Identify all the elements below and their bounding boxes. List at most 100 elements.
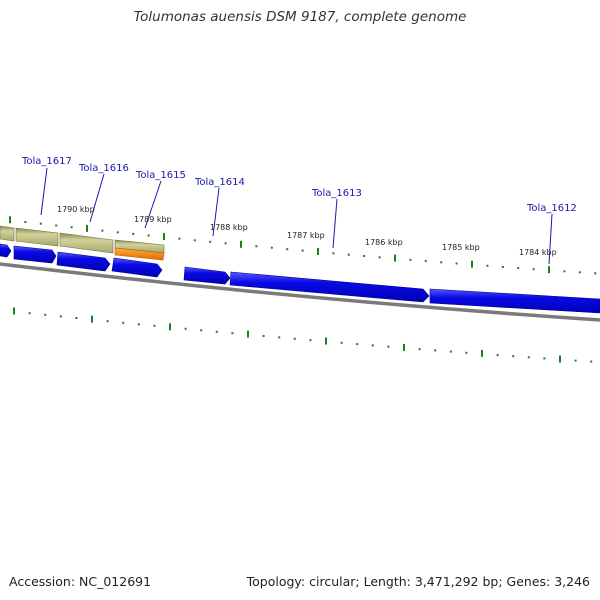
outer-minor-tick: [347, 253, 350, 256]
inner-minor-tick: [434, 349, 437, 352]
genome-backbone: [0, 262, 600, 322]
inner-tick-row: [13, 307, 593, 363]
kbp-label-1784: 1784 kbp: [519, 248, 557, 257]
inner-minor-tick: [356, 343, 359, 346]
outer-tick-row: [9, 216, 597, 275]
outer-minor-tick: [116, 231, 119, 234]
inner-major-tick: [481, 349, 483, 357]
inner-minor-tick: [59, 315, 62, 318]
outer-minor-tick: [193, 239, 196, 242]
inner-minor-tick: [122, 321, 125, 324]
inner-major-tick: [91, 315, 93, 323]
outer-minor-tick: [286, 248, 289, 251]
gene-line-tola-1617: [40, 167, 48, 216]
inner-minor-tick: [527, 356, 530, 359]
gene-line-tola-1613: [332, 198, 338, 249]
feature-band-segment-3: [59, 232, 114, 254]
outer-minor-tick: [301, 249, 304, 252]
inner-major-tick: [169, 323, 171, 331]
outer-minor-tick: [594, 272, 597, 275]
cds-track: [0, 243, 600, 314]
inner-minor-tick: [496, 354, 499, 357]
inner-minor-tick: [137, 323, 140, 326]
kbp-labels: 1790 kbp 1789 kbp 1788 kbp 1787 kbp 1786…: [57, 205, 557, 257]
feature-band: [0, 225, 165, 261]
feature-band-segment-1: [0, 225, 15, 242]
inner-major-tick: [13, 307, 15, 315]
outer-minor-tick: [563, 270, 566, 273]
outer-minor-tick: [270, 246, 273, 249]
feature-band-segment-2: [15, 227, 59, 247]
outer-minor-tick: [455, 262, 458, 265]
outer-minor-tick: [178, 237, 181, 240]
gene-line-tola-1614: [212, 187, 220, 237]
inner-minor-tick: [590, 360, 593, 363]
kbp-label-1788: 1788 kbp: [210, 223, 248, 232]
inner-minor-tick: [200, 329, 203, 332]
inner-minor-tick: [543, 357, 546, 360]
outer-major-tick: [548, 266, 550, 274]
outer-minor-tick: [409, 258, 412, 261]
inner-minor-tick: [309, 339, 312, 342]
outer-minor-tick: [39, 222, 42, 225]
outer-minor-tick: [55, 224, 58, 227]
cds-arrow-3: [56, 251, 111, 272]
genome-stats-text: Topology: circular; Length: 3,471,292 bp…: [246, 574, 590, 589]
outer-major-tick: [163, 233, 165, 241]
gene-line-tola-1612: [548, 213, 553, 265]
gene-label-lines: [40, 167, 553, 265]
outer-minor-tick: [424, 260, 427, 263]
cds-arrow-1: [0, 243, 12, 258]
gene-line-tola-1616: [89, 173, 105, 223]
inner-minor-tick: [293, 337, 296, 340]
cds-arrow-7: [429, 288, 600, 314]
gene-label-tola-1612: Tola_1612: [526, 203, 577, 214]
outer-minor-tick: [70, 226, 73, 229]
inner-minor-tick: [28, 312, 31, 315]
outer-minor-tick: [132, 232, 135, 235]
outer-minor-tick: [224, 242, 227, 245]
gene-labels: Tola_1617 Tola_1616 Tola_1615 Tola_1614 …: [21, 156, 577, 214]
outer-minor-tick: [332, 252, 335, 255]
inner-minor-tick: [44, 313, 47, 316]
kbp-label-1786: 1786 kbp: [365, 238, 403, 247]
outer-minor-tick: [486, 264, 489, 267]
outer-minor-tick: [363, 255, 366, 257]
outer-major-tick: [394, 254, 396, 262]
outer-minor-tick: [532, 268, 535, 271]
inner-minor-tick: [465, 351, 468, 354]
kbp-label-1787: 1787 kbp: [287, 231, 325, 240]
inner-minor-tick: [184, 327, 187, 330]
gene-label-tola-1616: Tola_1616: [78, 163, 129, 174]
inner-minor-tick: [371, 344, 374, 347]
inner-minor-tick: [231, 332, 234, 335]
inner-minor-tick: [418, 348, 421, 351]
inner-minor-tick: [106, 320, 109, 323]
outer-minor-tick: [440, 261, 443, 264]
cds-arrow-2: [13, 245, 57, 264]
inner-minor-tick: [574, 359, 577, 362]
gene-label-tola-1615: Tola_1615: [135, 170, 186, 181]
kbp-label-1785: 1785 kbp: [442, 243, 480, 252]
outer-minor-tick: [501, 266, 504, 268]
kbp-label-1790: 1790 kbp: [57, 205, 95, 214]
accession-text: Accession: NC_012691: [9, 574, 152, 589]
inner-major-tick: [325, 337, 327, 345]
gene-label-tola-1613: Tola_1613: [311, 188, 362, 199]
kbp-label-1789: 1789 kbp: [134, 215, 172, 224]
cds-arrow-4: [111, 257, 163, 278]
inner-minor-tick: [387, 345, 390, 348]
outer-minor-tick: [378, 256, 381, 259]
outer-minor-tick: [255, 245, 258, 248]
outer-major-tick: [240, 240, 242, 248]
inner-minor-tick: [278, 336, 281, 339]
inner-minor-tick: [262, 335, 265, 337]
highlight-feature: [114, 247, 165, 261]
inner-major-tick: [403, 343, 405, 351]
inner-minor-tick: [75, 317, 78, 319]
gene-label-tola-1617: Tola_1617: [21, 156, 72, 167]
outer-minor-tick: [517, 267, 520, 270]
outer-minor-tick: [101, 229, 104, 232]
inner-minor-tick: [153, 324, 156, 327]
inner-minor-tick: [449, 350, 452, 353]
